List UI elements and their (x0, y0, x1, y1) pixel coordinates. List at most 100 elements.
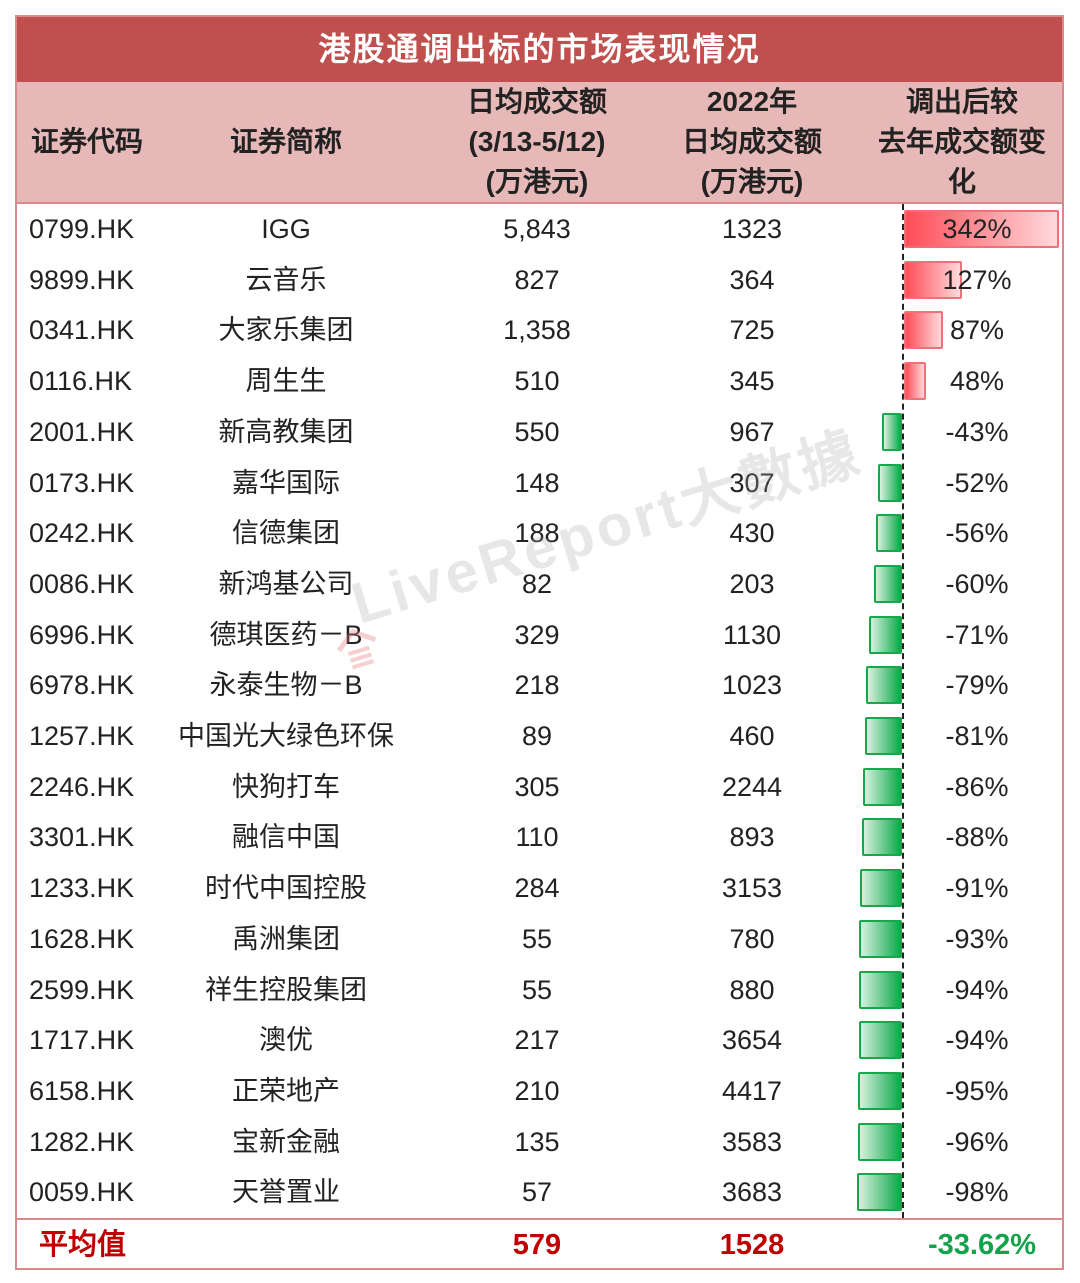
security-name: 新鸿基公司 (218, 568, 354, 599)
security-code: 0116.HK (29, 366, 133, 397)
negative-change-bar (869, 615, 902, 654)
security-code: 1282.HK (29, 1126, 135, 1157)
bar-axis-line (902, 204, 904, 1218)
avg-recent-value: 305 (514, 771, 560, 802)
table-title: 港股通调出标的市场表现情况 (17, 17, 1062, 82)
negative-change-bar (878, 463, 902, 502)
security-code: 6158.HK (29, 1075, 135, 1106)
change-value: -88% (945, 822, 1009, 853)
negative-change-bar (865, 666, 902, 705)
table-frame: 港股通调出标的市场表现情况 证券代码 证券简称 日均成交额 (3/13-5/12… (15, 15, 1064, 1270)
negative-change-bar (882, 412, 902, 451)
negative-change-bar (857, 1173, 902, 1212)
avg-recent-value: 148 (514, 467, 560, 498)
security-code: 0086.HK (29, 568, 135, 599)
security-code: 0059.HK (29, 1177, 135, 1208)
change-value: -56% (945, 518, 1009, 549)
change-value: -98% (945, 1177, 1009, 1208)
avg-2022-value: 345 (729, 366, 775, 397)
avg-2022-value: 430 (729, 518, 775, 549)
change-value: -79% (945, 670, 1009, 701)
avg-recent-value: 550 (514, 416, 560, 447)
negative-change-bar (861, 818, 902, 857)
security-name: 禹洲集团 (232, 923, 340, 954)
security-code: 0173.HK (29, 467, 135, 498)
security-name: 时代中国控股 (205, 873, 367, 904)
table-row: 6996.HK 德琪医药－B 329 1130 -71% (17, 610, 1062, 661)
security-name: IGG (261, 214, 311, 244)
change-value: -71% (945, 619, 1009, 650)
security-name: 云音乐 (245, 264, 327, 295)
security-code: 2001.HK (29, 416, 135, 447)
change-value: 48% (949, 366, 1005, 397)
security-name: 正荣地产 (232, 1075, 340, 1106)
security-code: 3301.HK (29, 822, 135, 853)
avg-recent-value: 89 (521, 721, 553, 751)
security-code: 6996.HK (29, 619, 135, 650)
average-row: 平均值 579 1528 -33.62% (17, 1218, 1062, 1270)
negative-change-bar (857, 1122, 902, 1161)
avg-recent-value: 57 (521, 1177, 553, 1208)
table-row: 1233.HK 时代中国控股 284 3153 -91% (17, 863, 1062, 914)
avg-recent-value: 55 (521, 974, 553, 1005)
avg-2022-value: 307 (729, 467, 775, 498)
table-row: 2599.HK 祥生控股集团 55 880 -94% (17, 965, 1062, 1016)
negative-change-bar (874, 564, 902, 603)
avg-2022-value: 780 (729, 923, 775, 954)
avg-recent-value: 5,843 (503, 214, 571, 244)
negative-change-bar (858, 1071, 902, 1110)
avg-recent-value: 188 (514, 518, 560, 549)
avg-2022-value: 3683 (721, 1177, 783, 1208)
change-value: -43% (945, 416, 1009, 447)
security-name: 嘉华国际 (232, 467, 340, 498)
negative-change-bar (858, 1021, 902, 1060)
avg-2022-value: 893 (729, 822, 775, 853)
avg-2022-value: 1323 (721, 214, 783, 244)
avg-recent-value: 110 (515, 822, 559, 853)
table-row: 1257.HK 中国光大绿色环保 89 460 -81% (17, 711, 1062, 762)
positive-change-bar (904, 260, 962, 299)
avg-recent-value: 218 (514, 670, 560, 701)
security-code: 0242.HK (29, 518, 135, 549)
change-value: -96% (945, 1126, 1009, 1157)
avg-recent-value: 217 (514, 1025, 560, 1056)
avg-2022-value: 4417 (721, 1075, 783, 1106)
table-row: 0799.HK IGG 5,843 1323 342% (17, 204, 1062, 255)
security-name: 融信中国 (232, 822, 340, 853)
security-code: 1717.HK (29, 1025, 135, 1056)
avg-2022-value: 1023 (721, 670, 783, 701)
avg-2022-value: 725 (729, 315, 775, 346)
average-label: 平均值 (39, 1229, 127, 1261)
avg-2022-value: 880 (729, 974, 775, 1005)
security-name: 天誉置业 (232, 1177, 340, 1208)
avg-recent-value: 329 (514, 619, 560, 650)
table-row: 2001.HK 新高教集团 550 967 -43% (17, 407, 1062, 458)
change-value: -86% (945, 771, 1009, 802)
change-value: -94% (945, 974, 1009, 1005)
security-name: 宝新金融 (232, 1126, 340, 1157)
security-code: 0341.HK (29, 315, 135, 346)
table-row: 6978.HK 永泰生物－B 218 1023 -79% (17, 660, 1062, 711)
table-header: 证券代码 证券简称 日均成交额 (3/13-5/12) (万港元) 2022年 … (17, 82, 1062, 204)
positive-change-bar (904, 362, 926, 401)
average-change: -33.62% (927, 1229, 1036, 1261)
avg-2022-value: 2244 (721, 771, 783, 802)
header-avg-recent: 日均成交额 (3/13-5/12) (万港元) (466, 86, 607, 197)
negative-change-bar (858, 970, 902, 1009)
avg-recent-value: 55 (521, 923, 553, 954)
change-value: 87% (949, 315, 1005, 346)
security-name: 中国光大绿色环保 (178, 721, 394, 751)
avg-2022-value: 967 (729, 416, 775, 447)
avg-2022-value: 460 (729, 721, 775, 751)
change-value: -95% (945, 1075, 1009, 1106)
change-value: 342% (942, 214, 1012, 244)
positive-change-bar (904, 311, 944, 350)
security-code: 2599.HK (29, 974, 135, 1005)
avg-recent-value: 827 (514, 264, 560, 295)
header-name: 证券简称 (229, 126, 342, 157)
table-row: 3301.HK 融信中国 110 893 -88% (17, 812, 1062, 863)
header-change: 调出后较 去年成交额变 化 (877, 86, 1046, 197)
security-name: 周生生 (245, 366, 327, 397)
avg-recent-value: 210 (514, 1075, 560, 1106)
change-value: -60% (945, 568, 1009, 599)
